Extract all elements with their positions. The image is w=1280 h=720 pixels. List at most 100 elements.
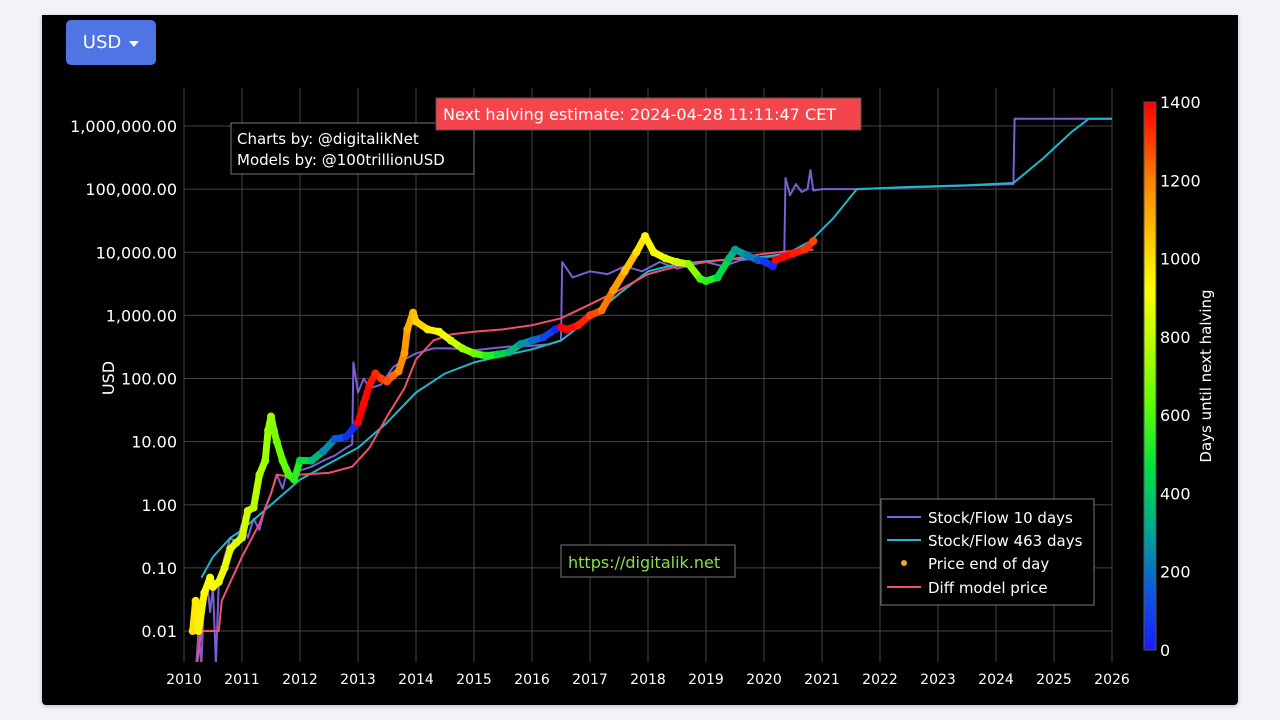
price-point (780, 252, 789, 261)
x-axis-tick-labels: 2010 2011 2012 2013 2014 2015 2016 2017 2018 2019… (166, 672, 1130, 688)
currency-dropdown-button[interactable]: USD (66, 20, 156, 65)
price-scatter-points (188, 232, 818, 635)
y-tick-label: 100.00 (121, 370, 177, 389)
price-point (528, 336, 536, 345)
price-point (267, 412, 275, 421)
price-point (673, 258, 681, 267)
legend-item-sf463[interactable]: Stock/Flow 463 days (887, 532, 1083, 550)
price-point (684, 260, 693, 269)
price-point (470, 349, 478, 358)
currency-label: USD (82, 32, 122, 53)
x-tick-label: 2012 (282, 672, 318, 688)
x-tick-label: 2011 (224, 672, 260, 688)
price-point (771, 256, 780, 265)
price-point (220, 563, 229, 572)
price-point (214, 577, 223, 586)
halving-estimate-text: Next halving estimate: 2024-04-28 11:11:… (443, 105, 836, 124)
y-tick-label: 0.10 (141, 559, 177, 578)
legend-item-diff-model[interactable]: Diff model price (887, 579, 1048, 597)
price-point (809, 237, 818, 246)
svg-text:Stock/Flow 463 days: Stock/Flow 463 days (928, 532, 1083, 550)
price-point (742, 251, 751, 260)
x-tick-label: 2013 (340, 672, 376, 688)
x-tick-label: 2020 (746, 672, 782, 688)
colorbar-tick-label: 1400 (1160, 93, 1201, 112)
price-point (400, 349, 409, 358)
price-point (609, 286, 618, 295)
x-tick-label: 2024 (978, 672, 1014, 688)
y-tick-label: 1,000,000.00 (70, 117, 177, 136)
x-tick-label: 2010 (166, 672, 202, 688)
price-point (296, 456, 304, 465)
price-point (403, 325, 412, 334)
colorbar-tick-label: 800 (1160, 328, 1191, 347)
price-point (649, 248, 658, 257)
price-point (760, 257, 768, 266)
price-point (319, 447, 328, 456)
price-point (354, 418, 362, 427)
colorbar-tick-label: 0 (1160, 641, 1170, 660)
price-point (632, 248, 641, 257)
y-axis-title: USD (99, 361, 118, 395)
price-point (194, 627, 203, 635)
x-tick-label: 2019 (688, 672, 724, 688)
price-point (725, 254, 734, 263)
price-point (446, 336, 455, 345)
caret-down-icon (129, 40, 140, 47)
colorbar-tick-label: 200 (1160, 563, 1191, 582)
price-point (191, 596, 200, 605)
price-point (539, 333, 548, 342)
price-point (290, 475, 299, 484)
svg-text:Stock/Flow 10 days: Stock/Flow 10 days (928, 509, 1073, 527)
y-axis-tick-labels: 0.01 0.10 1.00 10.00 100.00 1,000.00 10,000.00… (70, 117, 177, 641)
y-tick-label: 10,000.00 (96, 243, 177, 262)
x-tick-label: 2023 (920, 672, 956, 688)
price-point (342, 432, 351, 441)
y-tick-label: 1.00 (141, 496, 177, 515)
price-point (731, 245, 739, 254)
price-point (278, 456, 287, 465)
legend-item-sf10[interactable]: Stock/Flow 10 days (887, 509, 1073, 527)
y-tick-label: 100,000.00 (85, 180, 177, 199)
price-point (226, 544, 235, 553)
price-point (702, 277, 710, 286)
price-point (586, 311, 594, 320)
x-tick-label: 2016 (514, 672, 550, 688)
x-tick-label: 2026 (1094, 672, 1130, 688)
y-tick-label: 1,000.00 (106, 306, 177, 325)
price-point (800, 245, 809, 254)
price-point (516, 340, 525, 349)
price-point (371, 369, 380, 378)
price-point (383, 377, 391, 386)
price-point (330, 435, 339, 444)
price-point (574, 321, 583, 330)
price-point (272, 437, 281, 446)
price-point (232, 538, 241, 547)
price-point (768, 262, 777, 271)
credits-annotation: Charts by: @digitalikNet Models by: @100… (230, 122, 475, 175)
price-point (394, 367, 403, 376)
y-tick-label: 0.01 (141, 622, 177, 641)
y-tick-label: 10.00 (131, 433, 177, 452)
price-point (388, 371, 397, 380)
website-link: https://digitalik.net (568, 553, 720, 572)
x-tick-label: 2021 (804, 672, 840, 688)
website-annotation[interactable]: https://digitalik.net (560, 544, 736, 578)
price-point (412, 317, 420, 326)
price-point (597, 306, 606, 315)
colorbar-tick-label: 1000 (1160, 250, 1201, 269)
halving-estimate-banner: Next halving estimate: 2024-04-28 11:11:… (435, 97, 862, 131)
credits-models-by: Models by: @100trillionUSD (237, 151, 445, 169)
price-point (269, 426, 278, 435)
x-tick-label: 2017 (572, 672, 608, 688)
price-point (200, 588, 209, 597)
legend-item-price[interactable]: Price end of day (901, 555, 1049, 573)
price-point (209, 582, 217, 591)
svg-text:Diff model price: Diff model price (928, 579, 1048, 597)
price-point (255, 470, 264, 479)
colorbar: 0 200 400 600 800 1000 1200 1400 Days until nex… (1143, 93, 1215, 660)
x-tick-label: 2025 (1036, 672, 1072, 688)
x-tick-label: 2014 (398, 672, 434, 688)
price-point (562, 325, 571, 334)
